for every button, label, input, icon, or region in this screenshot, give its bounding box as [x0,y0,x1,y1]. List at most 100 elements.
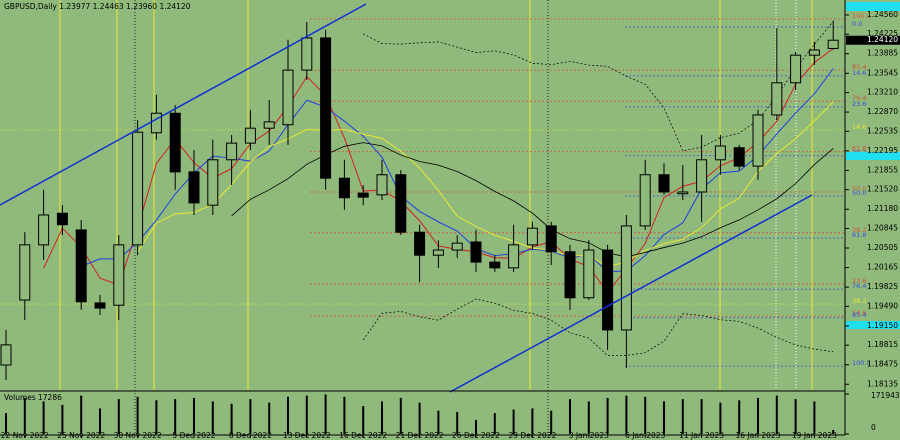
fib-label: 85.4 [852,311,866,319]
trendline [0,3,367,206]
price-box [846,321,900,329]
fibonacci: 100.0 85.4 76.4 61.8 50.0 38.2 23.6 14.6 0.0 14.6… [0,12,871,367]
y-tick-label: 1.23885 [867,49,898,58]
price-marker [846,35,900,45]
candle-body [677,191,689,195]
y-tick-label: 1.23210 [867,88,898,97]
x-tick-label: 16 Dec 2022 [339,431,387,440]
candle-body [790,54,802,84]
candles [0,20,839,434]
moving-average [231,142,834,258]
candle-body [94,302,106,309]
fib-label: 14.6 [852,69,866,77]
y-tick-label: 1.20845 [867,223,898,232]
candle-body [827,39,839,49]
fib-label: 50.0 [852,189,866,197]
y-tick-label: 1.20505 [867,243,898,252]
volume-title: Volumes [4,393,36,402]
axes: 1.24560 1.24225 1.23885 1.23545 1.23210 1.228… [1,10,900,440]
candle-body [432,249,444,256]
fib-label: 38.2 [852,226,866,234]
y-tick-label: 1.22870 [867,107,898,116]
candle-body [602,249,614,331]
candle-body [226,142,238,161]
candle-body [301,37,313,71]
chart-title: GBPUSD,Daily 1.23977 1.24463 1.23960 1.2… [4,2,191,11]
x-tick-label: 3 Jan 2023 [569,431,609,440]
x-tick-label: 13 Dec 2022 [283,431,331,440]
candle-body [696,159,708,193]
candle-body [489,261,501,269]
candle-body [508,244,520,269]
candle-body [752,114,764,167]
x-tick-label: 29 Dec 2022 [508,431,556,440]
fib-label: 100.0 [852,359,871,367]
x-tick-label: 16 Jan 2023 [736,431,781,440]
candle-body [583,249,595,299]
volume-current: 17286 [38,393,62,402]
fib-label: 0.0 [852,20,862,28]
fib-label: 100.0 [852,12,871,20]
candle-body [808,49,820,56]
x-tick-label: 11 Jan 2023 [679,431,724,440]
price-box [846,2,900,11]
fib-label: 76.4 [852,94,866,102]
candle-body [113,244,125,306]
candle-body [338,177,350,199]
volume-tick-label: 171943 [871,391,900,400]
fib-label: 14.6 [852,123,866,131]
x-tick-label: 30 Nov 2022 [114,431,162,440]
candle-body [451,242,463,251]
price-box [846,152,900,160]
fib-label: 85.4 [852,63,866,71]
candle-body [169,112,181,173]
candle-body [150,112,162,134]
candle-body [414,231,426,256]
fib-label: 14.6 [852,309,866,317]
candle-body [282,69,294,126]
candle-body [38,214,50,246]
candle-body [733,147,745,167]
fib-label: 76.4 [852,282,866,290]
candle-body [132,131,144,246]
fib-label: 50.0 [852,185,866,193]
x-tick-label: 25 Nov 2022 [57,431,105,440]
candle-body [75,229,87,303]
y-tick-label: 1.21855 [867,165,898,174]
fib-label: 23.6 [852,100,866,108]
y-tick-label: 1.19825 [867,282,898,291]
candle-body [244,127,256,144]
y-tick-label: 1.22535 [867,126,898,135]
y-tick-label: 1.23545 [867,68,898,77]
moving-average [81,68,834,273]
x-tick-label: 19 Jan 2023 [792,431,837,440]
candle-body [320,37,332,179]
x-tick-label: 6 Jan 2023 [625,431,665,440]
y-tick-label: 1.19150 [867,321,898,330]
candle-body [19,244,31,301]
y-tick-label: 1.18475 [867,360,898,369]
candle-body [639,174,651,227]
x-tick-label: 26 Dec 2022 [452,431,500,440]
moving-average [362,298,834,356]
candle-body [188,171,200,204]
candle-body [620,225,632,331]
vertical-markers [59,0,813,435]
y-tick-label: 1.24225 [867,29,898,38]
candle-body [357,192,369,198]
candle-body [771,82,783,116]
x-tick-label: 8 Dec 2022 [229,431,272,440]
candle-body [376,174,388,196]
fib-label: 61.8 [852,231,866,239]
candle-body [526,227,538,246]
candle-body [263,121,275,129]
y-tick-label: 1.24560 [867,10,898,19]
fib-label: 38.2 [852,297,866,305]
fib-label: 23.6 [852,277,866,285]
volume-tick-label: 0 [871,423,876,432]
fib-label: 61.8 [852,145,866,153]
trendline [449,194,813,393]
y-tick-label: 1.19490 [867,301,898,310]
candle-body [56,212,68,226]
